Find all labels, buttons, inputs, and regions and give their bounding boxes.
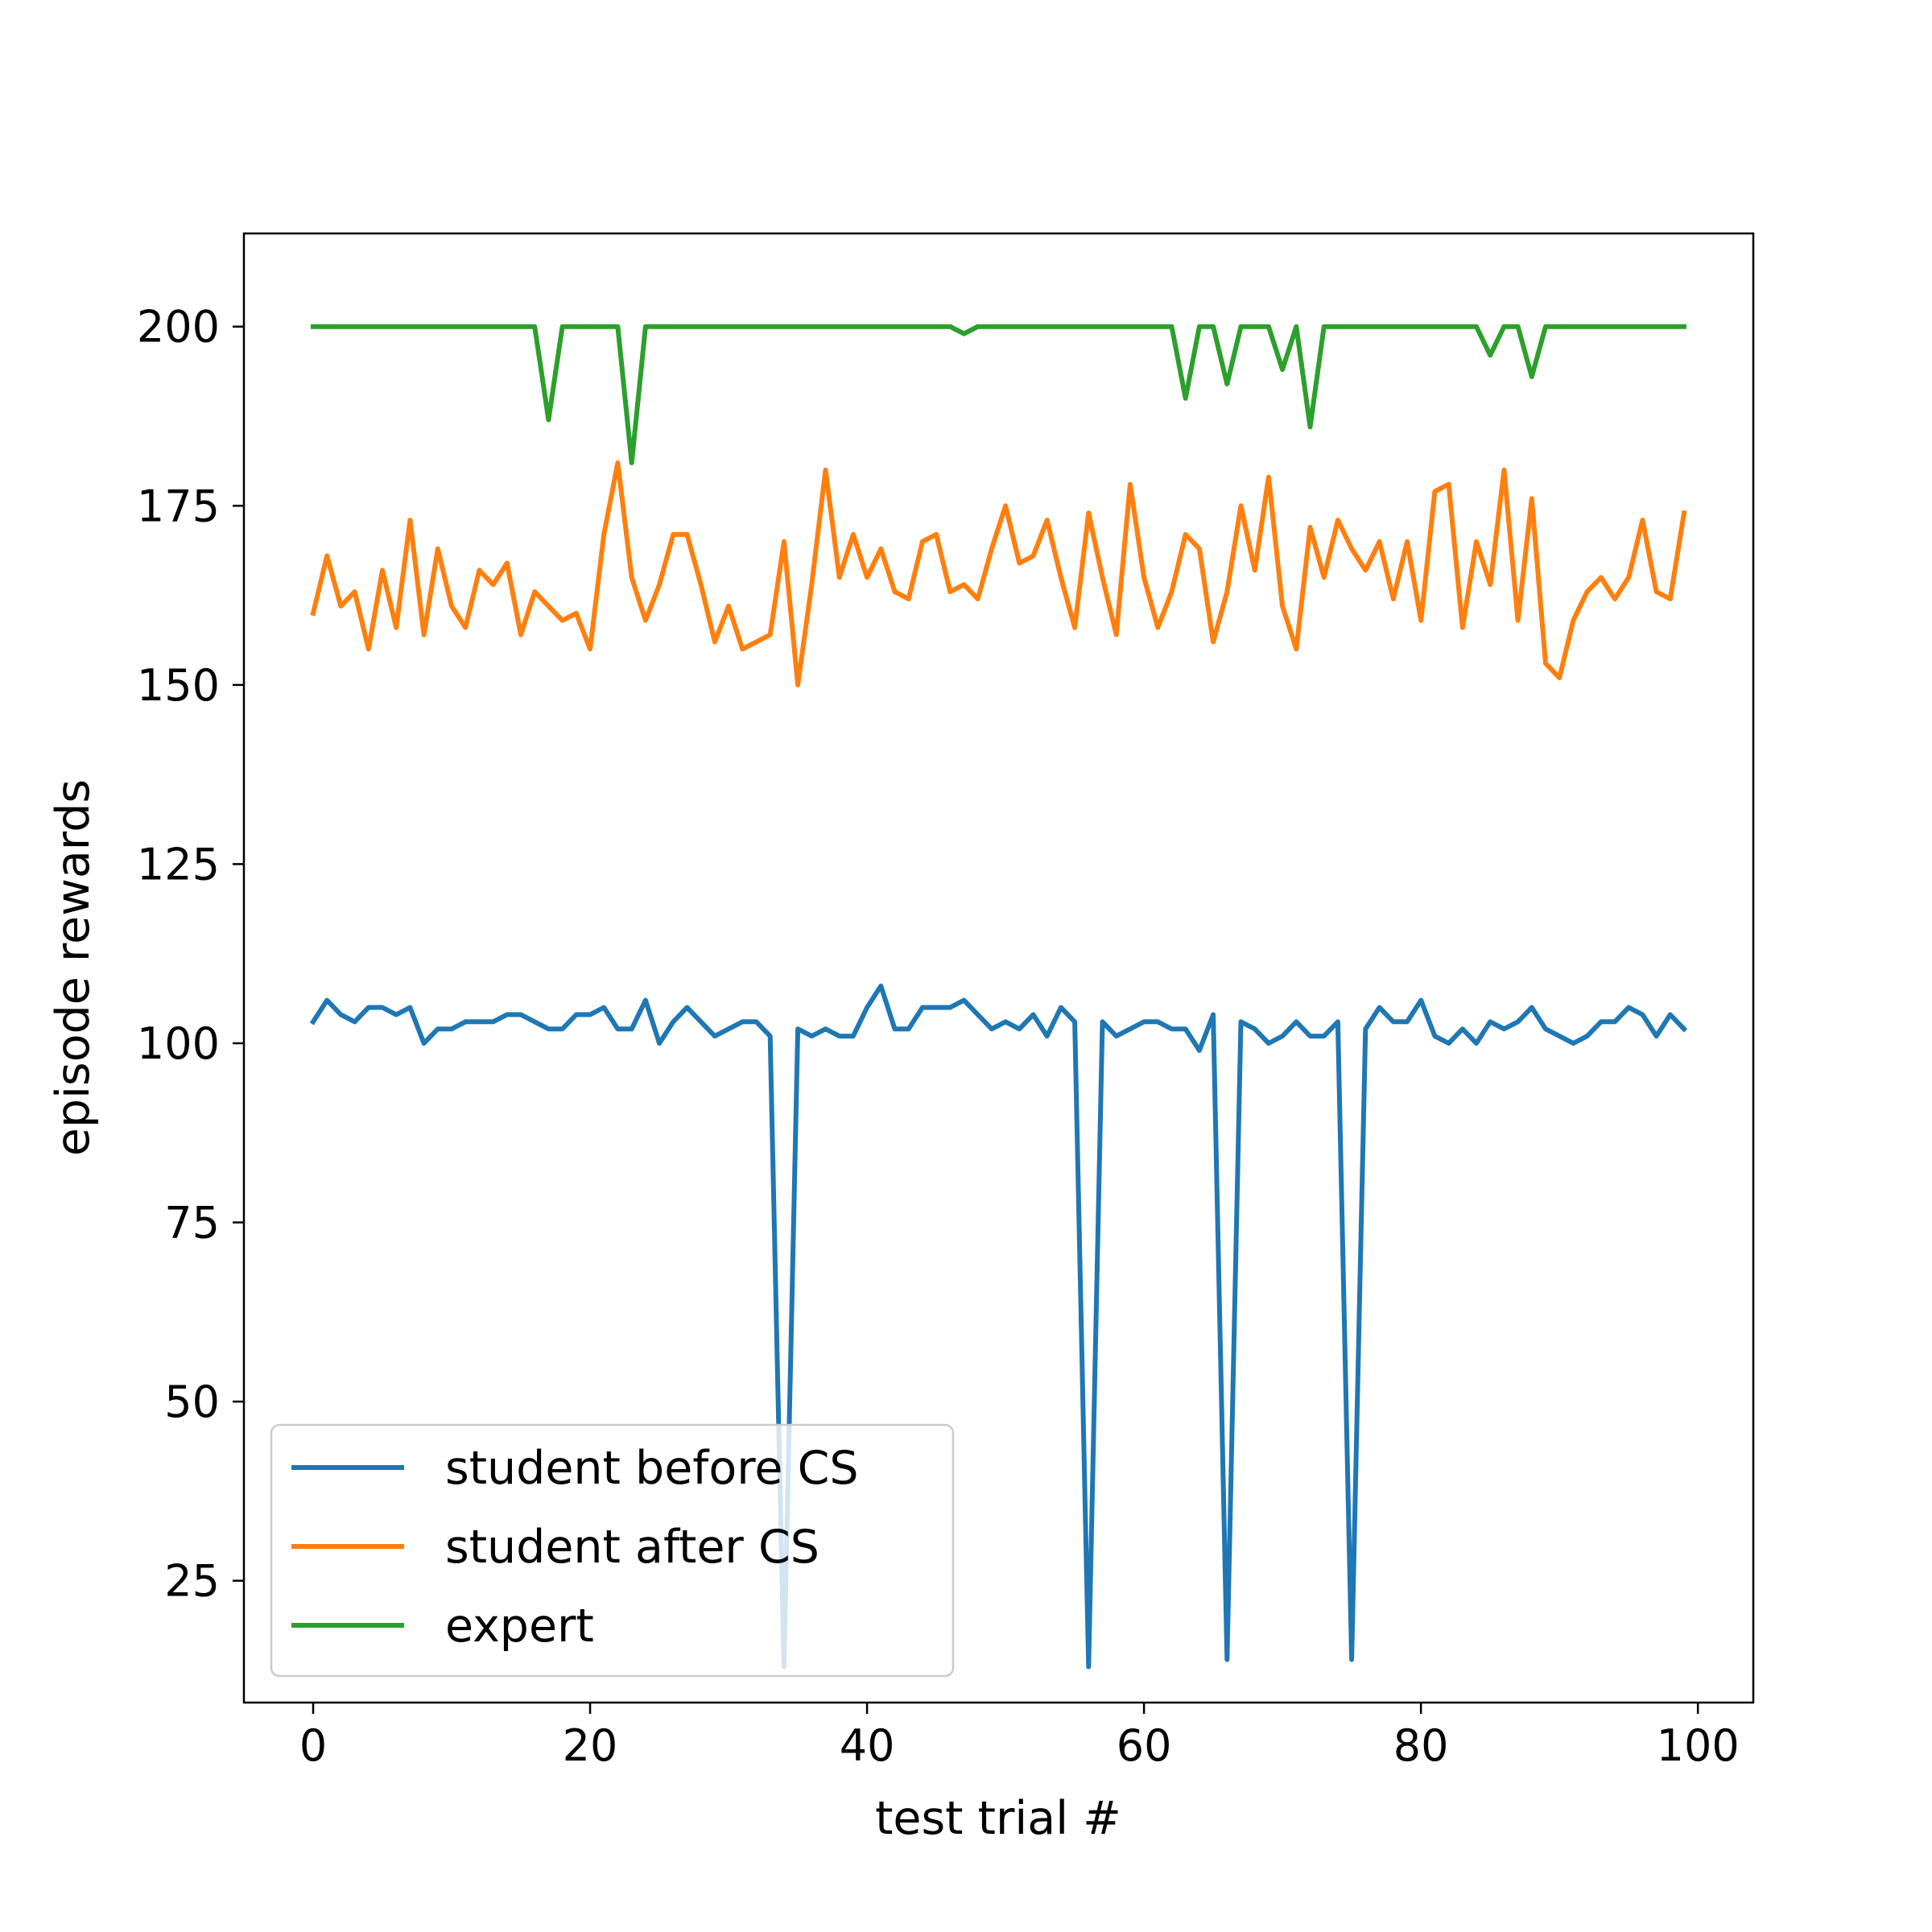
x-axis: 0 20 40 60 80 100 bbox=[299, 1703, 1740, 1771]
x-tick-label: 60 bbox=[1117, 1720, 1172, 1771]
legend-label-1: student before CS bbox=[445, 1442, 859, 1495]
legend-box bbox=[270, 1423, 955, 1678]
x-tick-label: 0 bbox=[299, 1720, 327, 1771]
y-axis: 25 50 75 100 125 150 175 200 bbox=[137, 302, 244, 1607]
y-tick-label: 175 bbox=[137, 481, 220, 531]
x-tick-label: 80 bbox=[1393, 1720, 1449, 1771]
series-line-1 bbox=[309, 983, 1688, 1670]
y-tick-label: 200 bbox=[137, 302, 220, 353]
series-line-2 bbox=[310, 460, 1687, 687]
y-tick-label: 25 bbox=[164, 1556, 220, 1607]
legend-label-3: expert bbox=[445, 1600, 594, 1653]
x-tick-label: 40 bbox=[840, 1720, 895, 1771]
y-tick-label: 75 bbox=[164, 1198, 220, 1249]
y-axis-label: episode rewards bbox=[47, 779, 100, 1156]
y-tick-label: 150 bbox=[137, 660, 220, 711]
x-tick-label: 100 bbox=[1657, 1720, 1740, 1771]
plot-frame bbox=[242, 232, 1755, 1704]
x-tick-label: 20 bbox=[563, 1720, 618, 1771]
series-layer bbox=[309, 324, 1688, 1670]
x-axis-label: test trial # bbox=[875, 1792, 1121, 1845]
legend-label-2: student after CS bbox=[445, 1521, 819, 1574]
series-line-3 bbox=[311, 324, 1686, 465]
y-tick-label: 125 bbox=[137, 839, 220, 890]
y-tick-label: 50 bbox=[164, 1377, 220, 1427]
legend: student before CS student after CS expert bbox=[270, 1423, 955, 1678]
y-tick-label: 100 bbox=[137, 1018, 220, 1069]
